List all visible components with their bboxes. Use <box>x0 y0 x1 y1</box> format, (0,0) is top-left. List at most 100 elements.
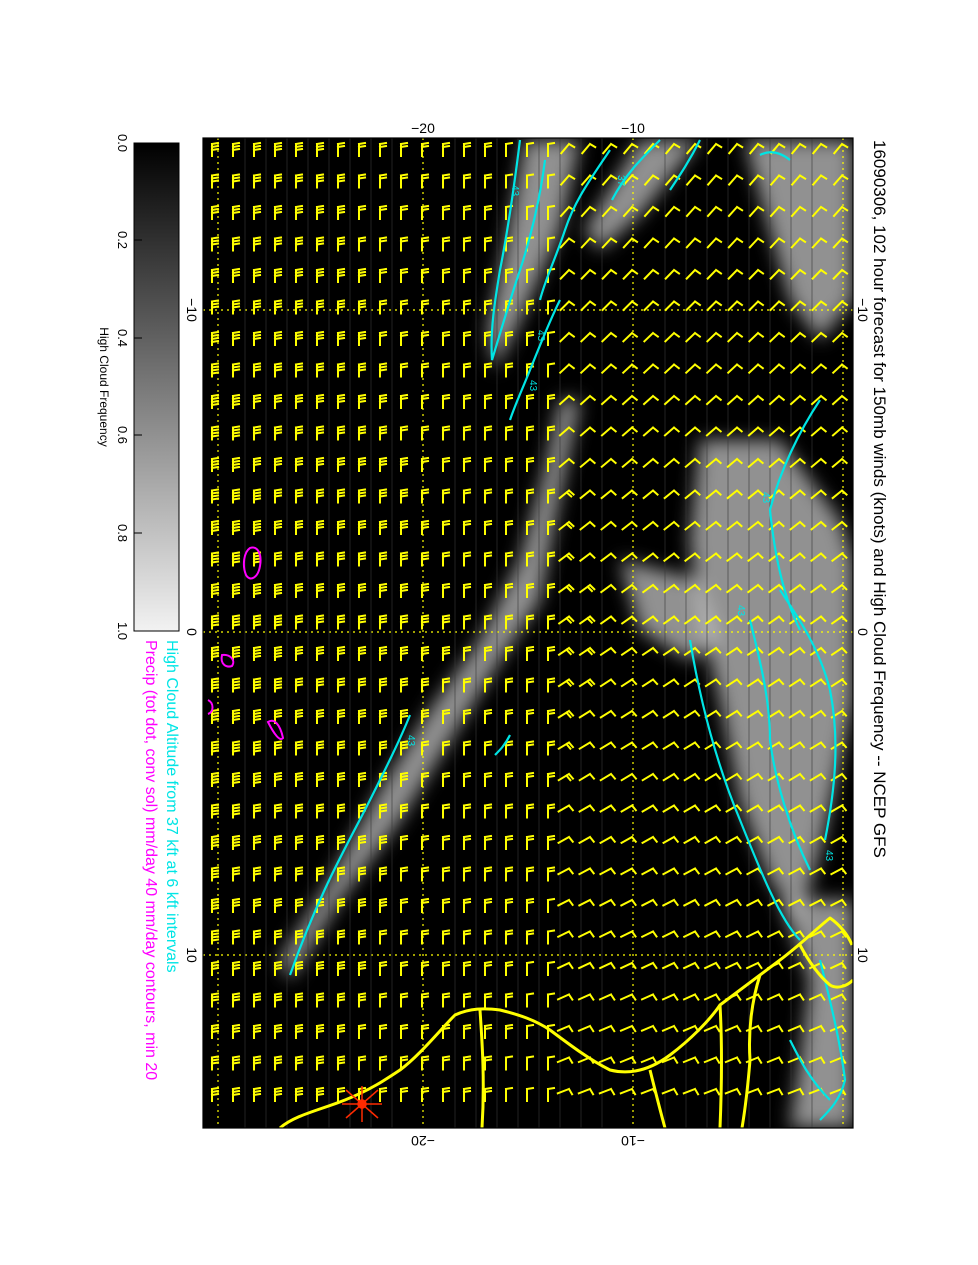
wind-barb <box>483 834 493 850</box>
wind-barb <box>210 614 220 630</box>
wind-barb <box>620 678 638 688</box>
wind-barb <box>378 236 388 252</box>
wind-barb <box>619 961 637 970</box>
wind-barb <box>599 646 617 657</box>
wind-barb <box>830 804 848 813</box>
wind-barb <box>726 426 744 437</box>
wind-barb <box>462 803 472 819</box>
wind-barb <box>336 992 346 1008</box>
wind-barb <box>546 834 556 850</box>
wind-barb <box>557 709 575 719</box>
wind-barb <box>810 457 828 469</box>
wind-barb <box>745 1087 763 1096</box>
wind-barb <box>619 993 637 1001</box>
wind-barb <box>577 1024 595 1033</box>
wind-barb <box>769 300 786 312</box>
wind-barb <box>557 678 575 688</box>
wind-barb <box>831 457 849 469</box>
wind-barb <box>788 741 806 751</box>
wind-barb <box>336 456 346 472</box>
wind-barb <box>641 709 659 719</box>
wind-barb <box>231 141 241 157</box>
wind-barb <box>622 300 639 312</box>
wind-barb <box>357 897 367 913</box>
wind-barb <box>661 1056 679 1065</box>
wind-barb <box>703 930 721 939</box>
wind-barb <box>558 426 576 437</box>
wind-barb <box>378 456 388 472</box>
wind-barb <box>483 362 493 378</box>
wind-barb <box>726 457 744 469</box>
wind-barb <box>579 489 596 500</box>
wind-barb <box>525 866 535 882</box>
wind-barb <box>210 141 220 157</box>
wind-barb <box>767 583 785 594</box>
wind-barb <box>619 930 637 939</box>
wind-barb <box>252 267 262 283</box>
wind-barb <box>642 394 660 406</box>
wind-barb <box>504 1086 514 1102</box>
wind-barb <box>399 1086 409 1102</box>
wind-barb <box>727 237 744 249</box>
wind-barb <box>809 678 827 688</box>
wind-barb <box>525 960 535 976</box>
wind-barb <box>378 614 388 630</box>
wind-barb <box>685 300 702 312</box>
wind-barb <box>559 268 576 281</box>
wind-barb <box>598 930 616 939</box>
wind-barb <box>336 393 346 409</box>
wind-barb <box>703 898 722 907</box>
wind-barb <box>661 1024 679 1033</box>
wind-barb <box>336 708 346 724</box>
wind-barb <box>767 835 785 845</box>
wind-barb <box>663 394 681 406</box>
wind-barb <box>787 1087 805 1096</box>
wind-barb <box>832 205 849 218</box>
contour-line <box>748 619 811 871</box>
wind-barb <box>831 552 848 563</box>
wind-barb <box>336 803 346 819</box>
wind-barb <box>599 583 617 594</box>
wind-barb <box>210 771 220 787</box>
wind-barb <box>231 488 241 504</box>
wind-barb <box>601 237 618 249</box>
wind-barb <box>504 425 514 441</box>
wind-barb <box>556 993 574 1001</box>
wind-barb <box>558 520 575 531</box>
wind-barb <box>787 1024 805 1033</box>
wind-barb <box>441 299 451 315</box>
wind-barb <box>462 456 472 472</box>
wind-barb <box>357 173 367 189</box>
wind-barb <box>420 803 430 819</box>
wind-barb <box>808 1024 826 1033</box>
wind-barb <box>525 141 535 157</box>
wind-barb <box>210 299 220 315</box>
wind-barb <box>357 929 367 945</box>
wind-barb <box>556 961 574 970</box>
wind-barb <box>378 897 388 913</box>
wind-barb <box>766 1087 784 1096</box>
wind-barb <box>294 299 304 315</box>
wind-barb <box>420 456 430 472</box>
wind-barb <box>809 772 827 782</box>
wind-barb <box>273 960 283 976</box>
wind-barb <box>462 204 472 220</box>
wind-barb <box>642 489 659 500</box>
wind-barb <box>273 362 283 378</box>
wind-barb <box>703 1056 721 1065</box>
wind-barb <box>683 646 701 657</box>
wind-barb <box>790 142 807 155</box>
wind-barb <box>399 897 409 913</box>
wind-barb <box>622 174 639 186</box>
wind-barb <box>600 394 618 406</box>
wind-barb <box>546 929 556 945</box>
wind-barb <box>811 174 828 186</box>
wind-barb <box>829 993 847 1001</box>
wind-barb <box>727 268 744 281</box>
wind-barb <box>336 141 346 157</box>
wind-barb <box>441 425 451 441</box>
wind-barb <box>210 834 220 850</box>
wind-barb <box>725 741 743 751</box>
wind-barb <box>441 267 451 283</box>
